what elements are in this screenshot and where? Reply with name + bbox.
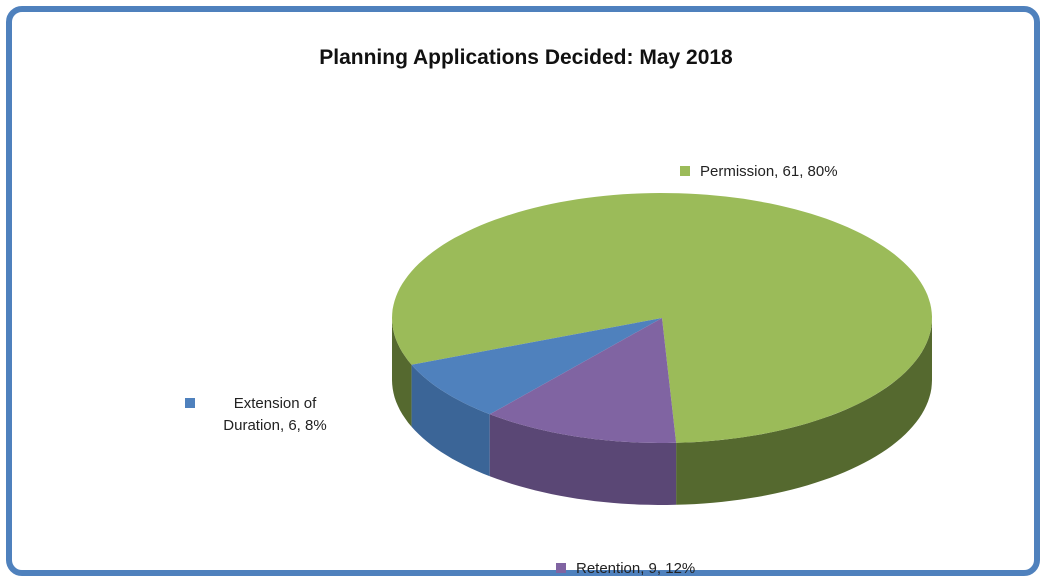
label-group: Permission, 61, 80%	[680, 163, 838, 180]
data-label: Extension of Duration, 6, 8%	[223, 395, 327, 434]
label-swatch	[185, 398, 195, 408]
label-group: Retention, 9, 12%	[556, 560, 695, 577]
slice	[411, 318, 662, 415]
chart-title: Planning Applications Decided: May 2018	[319, 46, 733, 69]
slice-side	[411, 364, 490, 477]
label-swatch	[556, 563, 566, 573]
data-label: Retention, 9, 12%	[576, 560, 696, 577]
slice-side	[392, 318, 412, 427]
slice-side	[489, 414, 677, 505]
label-swatch	[680, 166, 690, 176]
slice	[489, 318, 677, 443]
slice-side	[676, 318, 932, 505]
data-label: Permission, 61, 80%	[700, 163, 838, 180]
slice	[392, 193, 932, 443]
label-group: Extension of Duration, 6, 8%	[180, 393, 370, 437]
